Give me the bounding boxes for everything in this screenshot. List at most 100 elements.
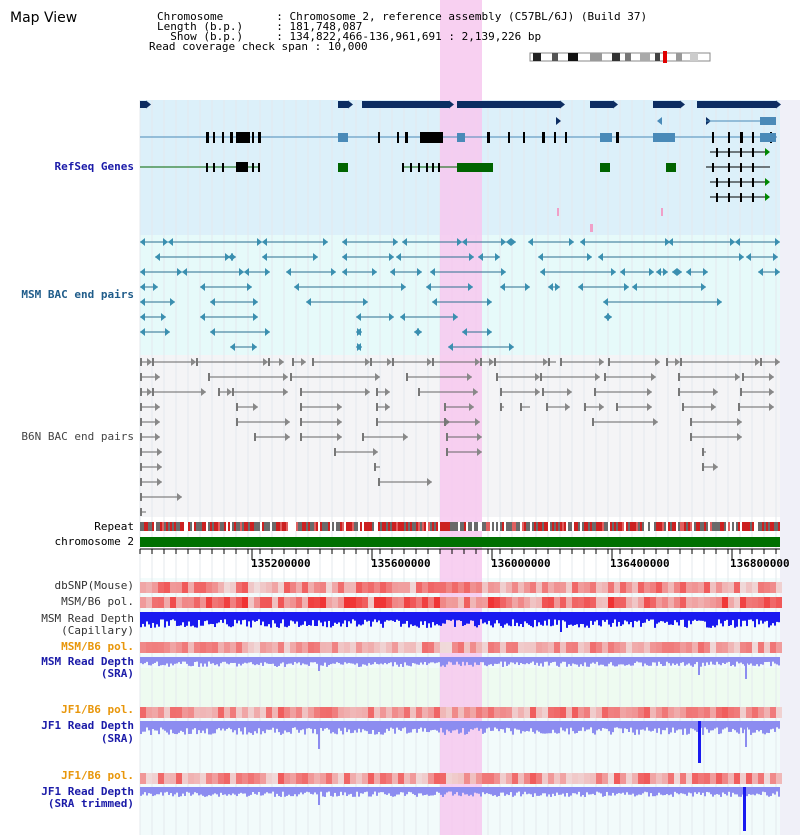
msm-sra-depth-bar — [448, 657, 450, 662]
b6n-bac-end — [651, 373, 656, 381]
b6n-bac-end — [584, 403, 586, 411]
msm-capillary-depth-bar — [280, 612, 282, 624]
msm-b6-pol-cell — [746, 597, 752, 608]
track-label-dbsnp[interactable]: dbSNP(Mouse) — [54, 579, 134, 592]
jf1-trimmed-depth-bar — [398, 787, 400, 795]
b6n-bac-end — [737, 418, 742, 426]
jf1-b6-pol-cell — [542, 773, 548, 784]
dbsnp-cell — [158, 582, 164, 593]
msm-b6-pol-cell — [566, 597, 572, 608]
b6n-bac-end — [595, 373, 600, 381]
msm-bac-end — [390, 268, 395, 276]
jf1-trimmed-depth-bar — [516, 787, 518, 793]
strand-arrow — [765, 193, 770, 201]
jf1-trimmed-depth-bar — [150, 787, 152, 794]
repeat-element — [498, 522, 500, 531]
msm-bac-end — [665, 238, 670, 246]
track-label-jf1-b6-pol-2[interactable]: JF1/B6 pol. — [61, 769, 134, 782]
track-label-msm-bac[interactable]: MSM BAC end pairs — [21, 288, 134, 301]
repeat-element — [604, 522, 606, 531]
msm-sra-depth-bar — [494, 657, 496, 664]
msm-sra-depth-bar — [208, 657, 210, 662]
repeat-element — [632, 522, 634, 531]
repeat-element — [698, 522, 700, 531]
repeat-element — [312, 522, 314, 531]
repeat-element — [272, 522, 274, 531]
msm-sra-depth-bar — [236, 657, 238, 667]
jf1-sra-depth-bar — [554, 721, 556, 733]
b6n-bac-end — [599, 403, 604, 411]
jf1-trimmed-depth-bar — [200, 787, 202, 795]
track-label-b6n-bac[interactable]: B6N BAC end pairs — [21, 430, 134, 443]
repeat-element — [332, 522, 334, 531]
msm-capillary-depth-bar — [374, 612, 376, 620]
msm-capillary-depth-bar — [744, 612, 746, 621]
track-label-jf1-depth-trimmed[interactable]: JF1 Read Depth — [41, 785, 134, 798]
msm-b6-pol-cell — [434, 597, 440, 608]
msm-b6-pol-cell — [302, 597, 308, 608]
msm-bac-end — [775, 268, 780, 276]
jf1-b6-pol-cell — [524, 773, 530, 784]
jf1-trimmed-depth-bar — [240, 787, 242, 793]
jf1-sra-depth-bar — [580, 721, 582, 731]
dbsnp-cell — [758, 582, 764, 593]
msm-bac-end — [746, 253, 751, 261]
repeat-element — [526, 522, 528, 531]
msm-capillary-depth-bar — [680, 612, 682, 620]
jf1-trimmed-depth-bar — [356, 787, 358, 792]
jf1-b6-pol-cell — [608, 773, 614, 784]
refseq-exon — [666, 163, 676, 172]
msm-sra-depth-bar — [158, 657, 160, 667]
msm-sra-depth-bar — [260, 657, 262, 663]
msm-b6-pol-cell — [338, 642, 344, 653]
repeat-element — [712, 522, 714, 531]
msm-capillary-depth-bar — [376, 612, 378, 623]
msm-capillary-depth-bar — [648, 612, 650, 621]
track-label-msm-b6-pol-1[interactable]: MSM/B6 pol. — [61, 595, 134, 608]
track-label-jf1-b6-pol-1[interactable]: JF1/B6 pol. — [61, 703, 134, 716]
msm-b6-pol-cell — [212, 597, 218, 608]
jf1-sra-depth-bar — [484, 721, 486, 733]
jf1-sra-depth-bar — [330, 721, 332, 734]
repeat-element — [368, 522, 370, 531]
jf1-sra-depth-bar — [576, 721, 578, 733]
msm-b6-pol-cell — [626, 642, 632, 653]
refseq-exon — [418, 163, 420, 172]
msm-capillary-depth-bar — [610, 612, 612, 627]
jf1-sra-depth-bar — [270, 721, 272, 730]
msm-capillary-depth-bar — [178, 612, 180, 626]
jf1-b6-pol-cell — [554, 707, 560, 718]
msm-sra-depth-bar — [160, 657, 162, 666]
repeat-element — [462, 522, 464, 531]
repeat-element — [172, 522, 174, 531]
jf1-trimmed-depth-bar — [246, 787, 248, 797]
track-label-msm-depth-sra[interactable]: MSM Read Depth — [41, 655, 134, 668]
repeat-element — [546, 522, 548, 531]
track-label-msm-depth-capillary[interactable]: MSM Read Depth — [41, 612, 134, 625]
msm-capillary-depth-bar — [650, 612, 652, 620]
jf1-b6-pol-cell — [542, 707, 548, 718]
track-label-msm-b6-pol-2[interactable]: MSM/B6 pol. — [61, 640, 134, 653]
track-label-refseq[interactable]: RefSeq Genes — [54, 160, 134, 173]
jf1-sra-depth-bar — [258, 721, 260, 729]
jf1-sra-depth-bar — [680, 721, 682, 730]
msm-sra-depth-bar — [766, 657, 768, 662]
track-label-jf1-depth-sra[interactable]: JF1 Read Depth — [41, 719, 134, 732]
repeat-element — [416, 522, 418, 531]
jf1-b6-pol-cell — [242, 773, 248, 784]
b6n-bac-end — [155, 418, 160, 426]
msm-sra-depth-bar — [302, 657, 304, 664]
msm-sra-depth-bar — [644, 657, 646, 664]
track-label-repeat[interactable]: Repeat — [94, 520, 134, 533]
jf1-sra-depth-bar — [600, 721, 602, 731]
jf1-trimmed-depth-bar — [692, 787, 694, 797]
refseq-exon — [338, 133, 348, 142]
b6n-bac-end — [337, 418, 342, 426]
msm-bac-end — [677, 268, 682, 276]
repeat-element — [300, 522, 302, 531]
jf1-sra-depth-bar — [774, 721, 776, 732]
msm-b6-pol-cell — [500, 597, 506, 608]
dbsnp-cell — [764, 582, 770, 593]
msm-capillary-depth-bar — [660, 612, 662, 622]
